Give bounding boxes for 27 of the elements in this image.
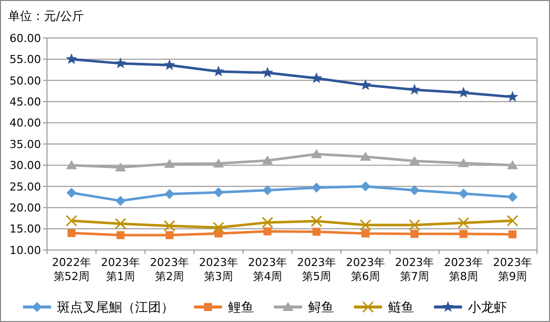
- legend-label: 斑点叉尾鮰（江团）: [57, 300, 174, 316]
- y-tick-label: 15.00: [10, 222, 41, 236]
- x-tick-label: 2023年第5周: [297, 256, 336, 283]
- x-tick-label: 2023年第1周: [101, 256, 140, 283]
- x-tick-label: 2023年第3周: [199, 256, 238, 283]
- legend-label: 鲤鱼: [228, 300, 254, 316]
- y-tick-label: 30.00: [10, 159, 41, 172]
- x-tick-label: 2023年第4周: [248, 256, 287, 283]
- x-tick-label: 2022年第52周: [52, 256, 91, 283]
- legend-label: 鲢鱼: [388, 300, 414, 316]
- y-tick-label: 45.00: [10, 95, 41, 108]
- y-tick-label: 35.00: [10, 138, 41, 151]
- y-tick-label: 55.00: [10, 53, 41, 66]
- y-tick-label: 40.00: [10, 116, 41, 130]
- y-tick-label: 25.00: [10, 180, 41, 194]
- x-tick-label: 2023年第2周: [150, 256, 189, 283]
- y-tick-label: 50.00: [10, 74, 41, 88]
- x-tick-label: 2023年第8周: [444, 256, 483, 283]
- y-axis-title: 单位：元/公斤: [8, 9, 84, 23]
- y-tick-label: 10.00: [10, 244, 41, 257]
- legend-label: 鲟鱼: [308, 300, 334, 316]
- x-tick-label: 2023年第6周: [346, 256, 385, 283]
- legend-label: 小龙虾: [468, 300, 507, 316]
- y-tick-label: 60.00: [10, 32, 41, 45]
- x-tick-label: 2023年第7周: [395, 256, 434, 283]
- x-tick-label: 2023年第9周: [493, 256, 532, 283]
- y-tick-label: 20.00: [10, 201, 41, 214]
